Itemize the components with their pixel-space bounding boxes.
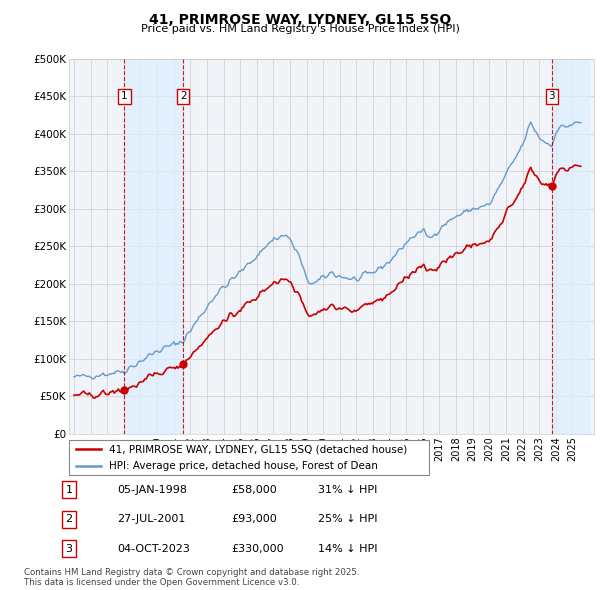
Text: 27-JUL-2001: 27-JUL-2001 [117, 514, 185, 524]
Text: 3: 3 [548, 91, 555, 101]
Text: 2: 2 [65, 514, 73, 524]
Text: 1: 1 [121, 91, 128, 101]
Text: 31% ↓ HPI: 31% ↓ HPI [318, 485, 377, 494]
Text: Contains HM Land Registry data © Crown copyright and database right 2025.
This d: Contains HM Land Registry data © Crown c… [24, 568, 359, 587]
Text: £58,000: £58,000 [231, 485, 277, 494]
Text: 05-JAN-1998: 05-JAN-1998 [117, 485, 187, 494]
Text: 14% ↓ HPI: 14% ↓ HPI [318, 544, 377, 553]
Text: HPI: Average price, detached house, Forest of Dean: HPI: Average price, detached house, Fore… [109, 461, 377, 471]
Text: 25% ↓ HPI: 25% ↓ HPI [318, 514, 377, 524]
Text: 41, PRIMROSE WAY, LYDNEY, GL15 5SQ (detached house): 41, PRIMROSE WAY, LYDNEY, GL15 5SQ (deta… [109, 444, 407, 454]
FancyBboxPatch shape [69, 440, 429, 475]
Text: Price paid vs. HM Land Registry's House Price Index (HPI): Price paid vs. HM Land Registry's House … [140, 24, 460, 34]
Text: 04-OCT-2023: 04-OCT-2023 [117, 544, 190, 553]
Text: £330,000: £330,000 [231, 544, 284, 553]
Text: £93,000: £93,000 [231, 514, 277, 524]
Bar [552, 59, 589, 434]
Bar [124, 59, 183, 434]
Text: 41, PRIMROSE WAY, LYDNEY, GL15 5SQ: 41, PRIMROSE WAY, LYDNEY, GL15 5SQ [149, 13, 451, 27]
Text: 3: 3 [65, 544, 73, 553]
Text: 1: 1 [65, 485, 73, 494]
Text: 2: 2 [180, 91, 187, 101]
